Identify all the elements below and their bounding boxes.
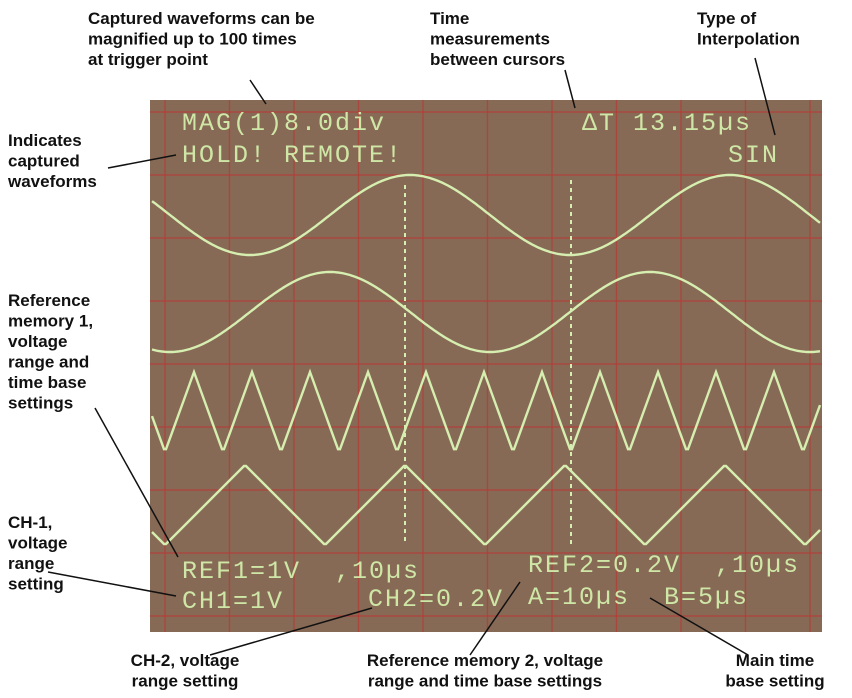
annotation: range and xyxy=(8,353,89,372)
annotation: range and time base settings xyxy=(368,672,602,691)
annotation: Reference xyxy=(8,291,90,310)
annotation: Captured waveforms can be xyxy=(88,9,315,28)
annotation: waveforms xyxy=(7,172,97,191)
annotation: magnified up to 100 times xyxy=(88,30,297,49)
annotation: voltage xyxy=(8,534,68,553)
screen-text: CH2=0.2V xyxy=(368,585,504,614)
annotation: Type of xyxy=(697,9,757,28)
annotation: setting xyxy=(8,575,64,594)
diagram: MAG(1)8.0div ΔT 13.15µs HOLD! REMOTE! SI… xyxy=(0,0,852,698)
annotation: Time xyxy=(430,9,469,28)
annotation: CH-1, xyxy=(8,513,52,532)
screen-text: HOLD! REMOTE! xyxy=(182,141,403,170)
annotation: range xyxy=(8,554,54,573)
annotation: base setting xyxy=(725,672,824,691)
annotation: Reference memory 2, voltage xyxy=(367,651,603,670)
annotation: between cursors xyxy=(430,50,565,69)
screen-text: A=10µs B=5µs xyxy=(528,583,749,612)
screen-text: REF1=1V ,10µs xyxy=(182,557,420,586)
annotation: voltage xyxy=(8,332,68,351)
annotation: Indicates xyxy=(8,131,82,150)
screen-text: SIN xyxy=(728,141,779,170)
annotation: CH-2, voltage xyxy=(131,651,240,670)
annotation: range setting xyxy=(132,672,239,691)
annotation: memory 1, xyxy=(8,312,93,331)
annotation: Main time xyxy=(736,651,814,670)
annotation: settings xyxy=(8,394,73,413)
screen-text: CH1=1V xyxy=(182,587,284,616)
annotation: captured xyxy=(8,152,80,171)
annotation: at trigger point xyxy=(88,50,208,69)
annotation: Interpolation xyxy=(697,30,800,49)
annotation: time base xyxy=(8,373,86,392)
screen-text: REF2=0.2V ,10µs xyxy=(528,551,800,580)
screen-text: ΔT 13.15µs xyxy=(582,109,752,138)
screen-text: MAG(1)8.0div xyxy=(182,109,386,138)
annotation: measurements xyxy=(430,30,550,49)
